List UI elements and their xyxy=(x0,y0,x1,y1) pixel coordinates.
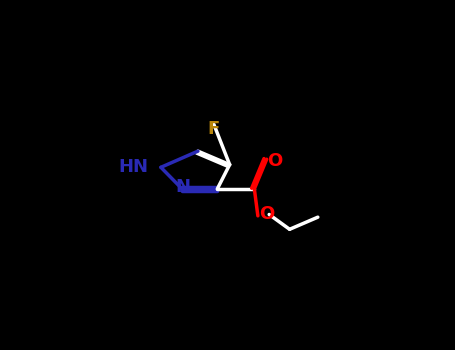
Text: F: F xyxy=(207,120,220,138)
Text: O: O xyxy=(267,152,282,170)
Text: HN: HN xyxy=(119,158,149,176)
Text: N: N xyxy=(175,178,190,196)
Text: O: O xyxy=(259,205,274,224)
